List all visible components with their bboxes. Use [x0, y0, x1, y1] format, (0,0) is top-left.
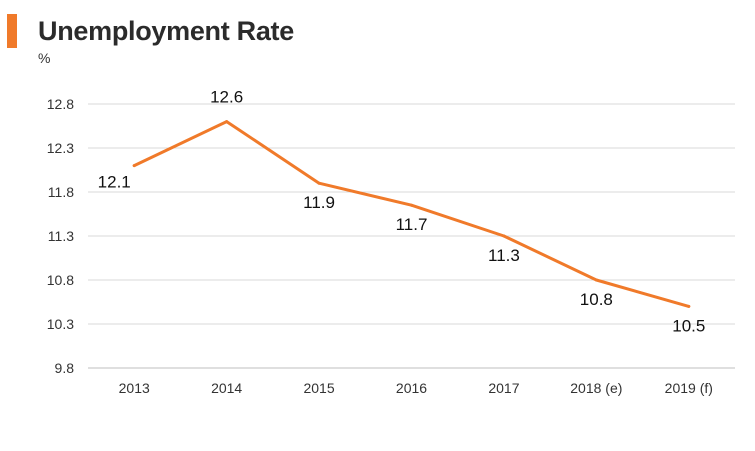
data-label: 11.3: [488, 246, 520, 265]
y-tick-label: 11.3: [48, 228, 74, 244]
data-point: [225, 120, 229, 124]
data-label: 11.9: [303, 193, 335, 212]
y-axis-unit: %: [38, 50, 51, 66]
data-label: 12.6: [210, 88, 243, 107]
y-tick-label: 11.8: [48, 184, 74, 200]
y-tick-label: 12.3: [47, 140, 74, 156]
x-tick-label: 2017: [488, 380, 519, 396]
data-label: 10.8: [580, 290, 613, 309]
data-point: [594, 278, 598, 282]
series-line: [132, 120, 691, 308]
x-tick-label: 2014: [211, 380, 242, 396]
data-label: 11.7: [396, 215, 428, 234]
data-point: [687, 304, 691, 308]
x-tick-label: 2019 (f): [665, 380, 713, 396]
data-label: 10.5: [672, 316, 705, 335]
data-point: [317, 181, 321, 185]
data-point: [410, 203, 413, 207]
data-point: [132, 164, 136, 168]
data-point: [502, 234, 506, 238]
y-tick-label: 10.8: [47, 272, 74, 288]
x-tick-label: 2015: [303, 380, 334, 396]
y-tick-label: 10.3: [47, 316, 74, 332]
x-tick-label: 2013: [119, 380, 150, 396]
chart-title: Unemployment Rate: [38, 16, 294, 46]
y-tick-label: 9.8: [55, 360, 75, 376]
data-label: 12.1: [98, 173, 131, 192]
title-accent-bar: [7, 14, 17, 48]
y-tick-label: 12.8: [47, 96, 74, 112]
x-tick-label: 2016: [396, 380, 427, 396]
x-tick-label: 2018 (e): [570, 380, 622, 396]
